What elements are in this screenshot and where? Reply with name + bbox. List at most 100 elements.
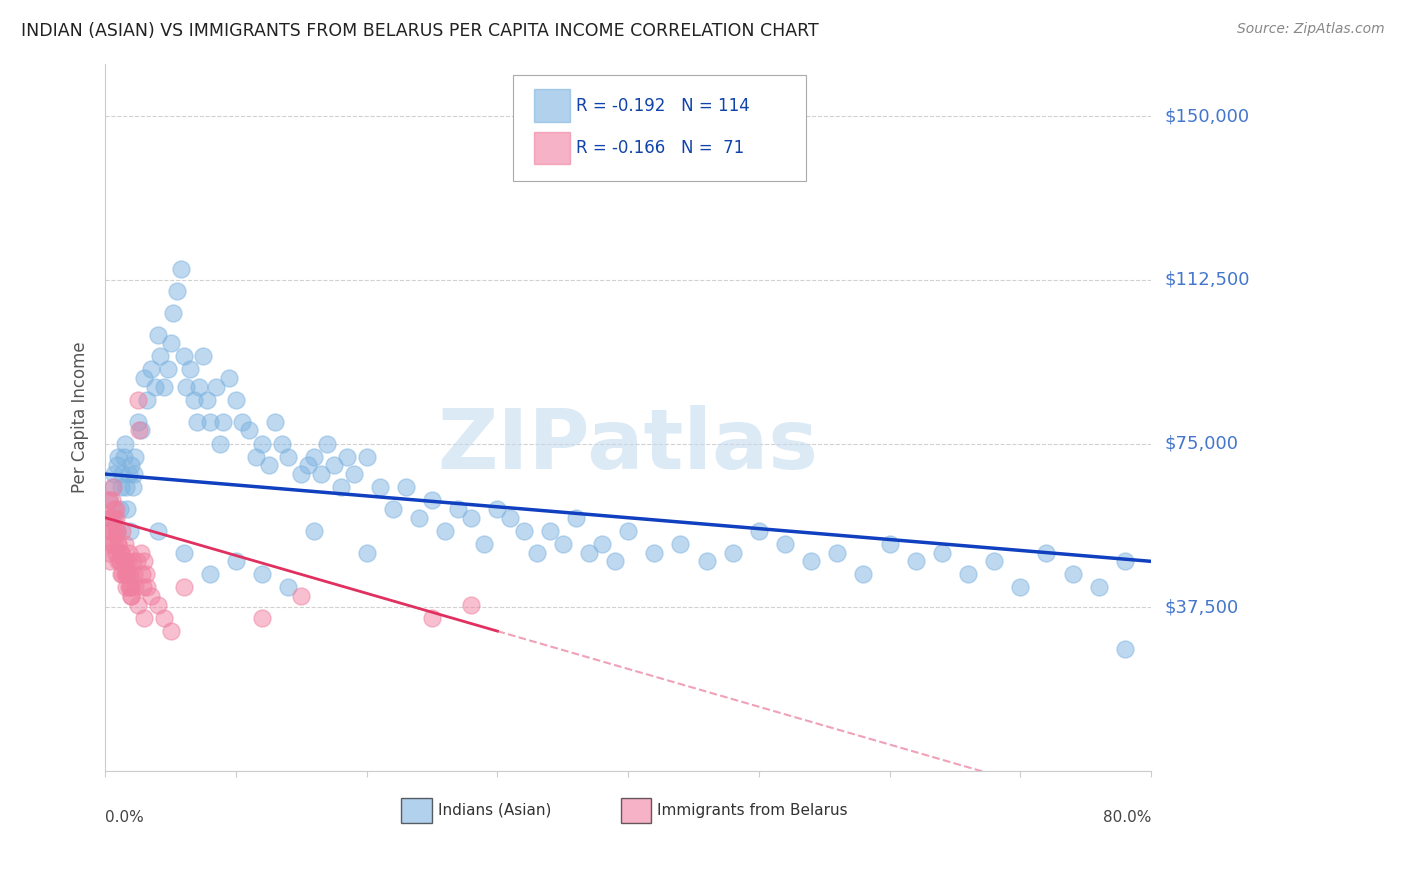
Point [238,424,260,438]
Point [179,362,201,376]
Point [852,567,875,582]
Point [122,467,145,481]
Text: 0.0%: 0.0% [105,810,143,824]
Point [129,424,152,438]
Point [118,546,141,560]
Point [323,458,346,473]
Point [104,510,127,524]
Point [218,371,240,385]
Point [447,502,470,516]
Point [153,380,176,394]
FancyBboxPatch shape [534,132,569,164]
Point [121,480,143,494]
Point [108,554,131,568]
Point [460,510,482,524]
Point [118,581,141,595]
Point [114,436,136,450]
Point [198,415,221,429]
Point [98,493,121,508]
Point [117,502,139,516]
Point [100,510,122,524]
Point [153,611,176,625]
Point [114,537,136,551]
Point [551,537,574,551]
Point [100,510,122,524]
Point [98,510,121,524]
Text: ZIPatlas: ZIPatlas [437,405,818,486]
Y-axis label: Per Capita Income: Per Capita Income [72,342,89,493]
Point [342,467,364,481]
Point [538,524,561,538]
Point [100,554,122,568]
Point [118,524,141,538]
Point [120,458,142,473]
Point [499,510,522,524]
Point [110,546,132,560]
Point [825,546,848,560]
Point [111,524,134,538]
Point [129,546,152,560]
Point [193,349,215,363]
Point [112,554,135,568]
Point [104,524,127,538]
Point [115,554,138,568]
Point [162,306,184,320]
Text: Source: ZipAtlas.com: Source: ZipAtlas.com [1237,22,1385,37]
Point [304,450,326,464]
Point [105,458,128,473]
Point [124,450,146,464]
Point [118,567,141,582]
Point [696,554,718,568]
Point [115,567,138,582]
Point [122,567,145,582]
Point [231,415,253,429]
Point [800,554,823,568]
Point [205,380,228,394]
Point [108,554,131,568]
FancyBboxPatch shape [534,89,569,122]
Point [117,567,139,582]
Point [117,554,139,568]
Point [104,502,127,516]
Point [721,546,744,560]
Point [100,524,122,538]
Point [111,567,134,582]
Point [136,581,159,595]
Point [250,436,273,450]
Point [101,480,124,494]
Text: Indians (Asian): Indians (Asian) [437,803,551,818]
Point [250,611,273,625]
Point [748,524,770,538]
Point [512,524,534,538]
Point [183,392,205,407]
Point [139,589,162,603]
Text: INDIAN (ASIAN) VS IMMIGRANTS FROM BELARUS PER CAPITA INCOME CORRELATION CHART: INDIAN (ASIAN) VS IMMIGRANTS FROM BELARU… [21,22,818,40]
Point [173,349,195,363]
Point [290,467,312,481]
Text: $37,500: $37,500 [1166,599,1239,616]
Point [118,567,141,582]
Point [245,450,267,464]
Point [98,546,121,560]
Point [131,567,153,582]
Point [120,589,142,603]
Point [381,502,404,516]
Point [297,458,319,473]
Point [420,611,443,625]
Point [209,436,232,450]
Point [166,284,188,298]
Point [134,554,156,568]
Point [173,581,195,595]
Point [98,493,121,508]
Point [578,546,600,560]
Point [1035,546,1057,560]
Point [225,392,247,407]
Point [104,546,127,560]
Point [434,524,457,538]
Point [120,589,142,603]
Text: $112,500: $112,500 [1166,271,1250,289]
Point [103,510,125,524]
Point [170,262,193,277]
Point [277,450,299,464]
Point [103,502,125,516]
